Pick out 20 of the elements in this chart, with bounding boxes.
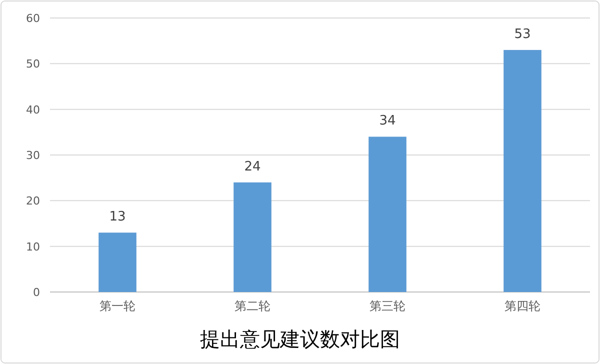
x-tick-label: 第三轮 — [370, 299, 406, 313]
y-tick-label: 50 — [26, 58, 40, 71]
y-tick-label: 30 — [26, 149, 40, 162]
data-label: 24 — [244, 159, 261, 174]
bar — [368, 136, 406, 292]
y-tick-label: 0 — [33, 286, 40, 299]
bar — [234, 182, 272, 292]
data-label: 53 — [514, 26, 531, 42]
x-tick-label: 第一轮 — [100, 299, 136, 313]
data-label: 34 — [379, 114, 396, 129]
bar — [98, 232, 136, 292]
x-tick-label: 第二轮 — [234, 299, 270, 313]
y-tick-label: 20 — [26, 194, 40, 208]
y-tick-label: 10 — [26, 240, 40, 254]
data-label: 13 — [109, 210, 126, 225]
y-tick-label: 40 — [26, 103, 40, 116]
text: 提出意见建议数对比图 — [200, 327, 400, 351]
y-tick-label: 60 — [26, 12, 40, 25]
bar — [504, 50, 542, 292]
x-tick-label: 第四轮 — [504, 299, 540, 313]
